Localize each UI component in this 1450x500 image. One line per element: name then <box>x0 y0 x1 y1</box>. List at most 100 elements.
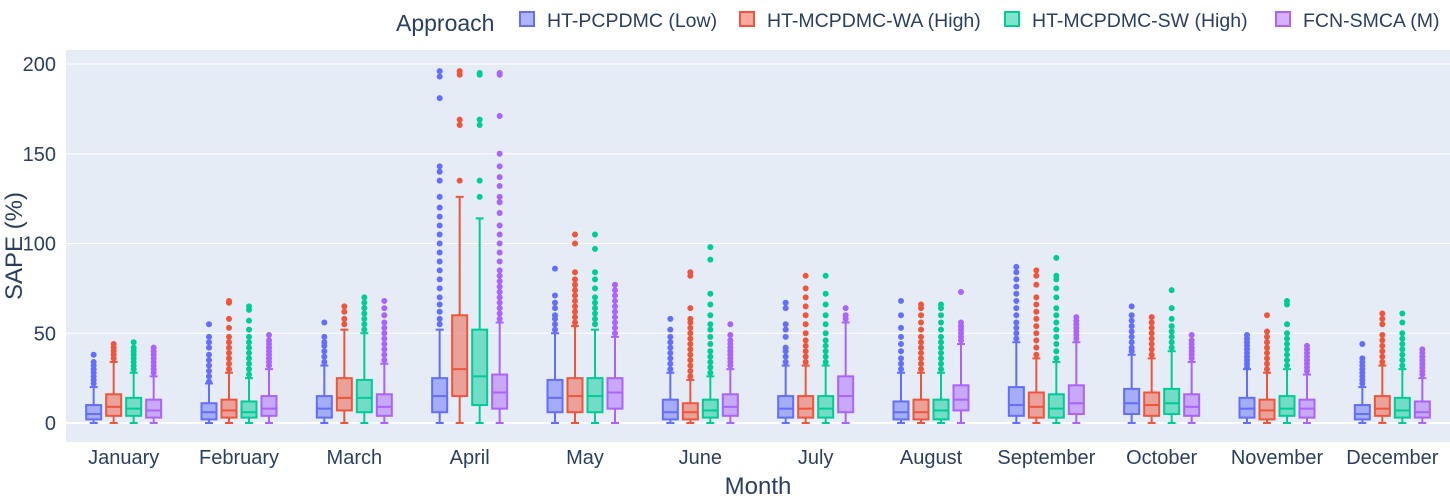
box-july-3[interactable] <box>837 305 855 424</box>
outlier-point <box>1399 357 1406 364</box>
box-march-0[interactable] <box>315 319 333 424</box>
legend-item-0[interactable]: HT-PCPDMC (Low) <box>519 10 717 32</box>
x-tick-label: November <box>1231 447 1324 469</box>
box-november-2[interactable] <box>1278 297 1296 424</box>
outlier-point <box>496 222 503 229</box>
box-may-1[interactable] <box>566 231 584 424</box>
outlier-point <box>246 355 252 362</box>
box-february-2[interactable] <box>240 303 258 424</box>
box-april-2[interactable] <box>471 69 489 424</box>
box-december-2[interactable] <box>1393 310 1411 424</box>
box-july-2[interactable] <box>817 272 835 424</box>
box-february-3[interactable] <box>260 332 278 424</box>
outlier-point <box>496 193 503 200</box>
outlier-point <box>266 337 272 344</box>
outlier-point <box>1264 312 1270 319</box>
box-april-1[interactable] <box>451 68 469 424</box>
outlier-point <box>321 353 328 360</box>
legend[interactable]: HT-PCPDMC (Low) HT-MCPDMC-WA (High) HT-MCP… <box>519 10 1439 32</box>
outlier-point <box>1128 323 1135 330</box>
iqr-box <box>355 378 373 414</box>
outlier-point <box>782 333 789 340</box>
legend-item-1[interactable]: HT-MCPDMC-WA (High) <box>739 10 981 32</box>
iqr-box <box>1413 400 1431 419</box>
box-september-2[interactable] <box>1047 254 1065 424</box>
outlier-point <box>898 324 904 331</box>
outlier-point <box>1013 283 1020 290</box>
outlier-point <box>938 326 944 333</box>
box-march-2[interactable] <box>355 294 373 424</box>
box-august-3[interactable] <box>952 288 970 424</box>
box-january-1[interactable] <box>105 341 123 424</box>
box-october-1[interactable] <box>1143 314 1161 424</box>
box-november-1[interactable] <box>1258 312 1276 424</box>
box-june-3[interactable] <box>721 321 739 424</box>
legend-item-2[interactable]: HT-MCPDMC-SW (High) <box>1004 10 1248 32</box>
outlier-point <box>436 240 443 247</box>
outlier-point <box>436 294 443 301</box>
box-august-1[interactable] <box>912 301 930 424</box>
box-may-0[interactable] <box>546 265 564 424</box>
box-october-3[interactable] <box>1183 332 1201 424</box>
iqr-box <box>1393 396 1411 419</box>
outlier-point <box>1188 337 1195 344</box>
box-march-1[interactable] <box>335 303 353 424</box>
outlier-point <box>1033 330 1040 337</box>
outlier-point <box>782 344 789 351</box>
box-january-2[interactable] <box>125 339 143 424</box>
box-august-2[interactable] <box>932 301 950 424</box>
outlier-point <box>1379 310 1386 317</box>
box-may-2[interactable] <box>586 231 604 424</box>
outlier-point <box>667 360 674 367</box>
outlier-point <box>361 310 368 317</box>
outlier-point <box>1033 337 1040 344</box>
outlier-point <box>612 330 618 337</box>
outlier-point <box>456 177 463 184</box>
box-april-3[interactable] <box>491 69 509 424</box>
box-february-1[interactable] <box>220 297 238 424</box>
outlier-point <box>572 319 578 326</box>
outlier-point <box>1013 305 1020 312</box>
outlier-point <box>1188 332 1195 339</box>
outlier-point <box>1284 321 1290 328</box>
box-september-0[interactable] <box>1007 263 1025 424</box>
box-december-0[interactable] <box>1353 341 1371 424</box>
box-january-3[interactable] <box>145 344 163 424</box>
outlier-point <box>361 326 368 333</box>
box-september-1[interactable] <box>1027 267 1045 424</box>
box-march-3[interactable] <box>375 297 393 424</box>
outlier-point <box>687 351 694 358</box>
box-december-1[interactable] <box>1373 310 1391 424</box>
outlier-point <box>246 333 252 340</box>
box-november-0[interactable] <box>1238 332 1256 424</box>
box-november-3[interactable] <box>1298 342 1316 424</box>
outlier-point <box>572 240 578 247</box>
box-september-3[interactable] <box>1067 314 1085 424</box>
box-june-2[interactable] <box>701 244 719 424</box>
box-june-1[interactable] <box>681 269 699 424</box>
box-april-0[interactable] <box>431 68 449 424</box>
outlier-point <box>802 312 809 319</box>
box-december-3[interactable] <box>1413 346 1431 424</box>
outlier-point <box>226 344 232 351</box>
outlier-point <box>727 321 734 328</box>
box-june-0[interactable] <box>661 315 679 424</box>
outlier-point <box>266 332 272 339</box>
outlier-point <box>381 341 388 348</box>
legend-item-3[interactable]: FCN-SMCA (M) <box>1275 10 1439 32</box>
box-january-0[interactable] <box>85 351 103 424</box>
outlier-point <box>206 367 212 374</box>
outlier-point <box>496 258 503 265</box>
outlier-point <box>1168 328 1175 335</box>
outlier-point <box>822 272 829 279</box>
box-october-2[interactable] <box>1163 287 1181 424</box>
outlier-point <box>321 333 328 340</box>
box-february-0[interactable] <box>200 321 218 424</box>
box-august-0[interactable] <box>892 297 910 424</box>
box-october-0[interactable] <box>1123 303 1141 424</box>
iqr-box <box>1027 391 1045 419</box>
outlier-point <box>206 351 212 358</box>
box-july-1[interactable] <box>797 272 815 424</box>
box-may-3[interactable] <box>606 281 624 424</box>
box-july-0[interactable] <box>777 299 795 424</box>
